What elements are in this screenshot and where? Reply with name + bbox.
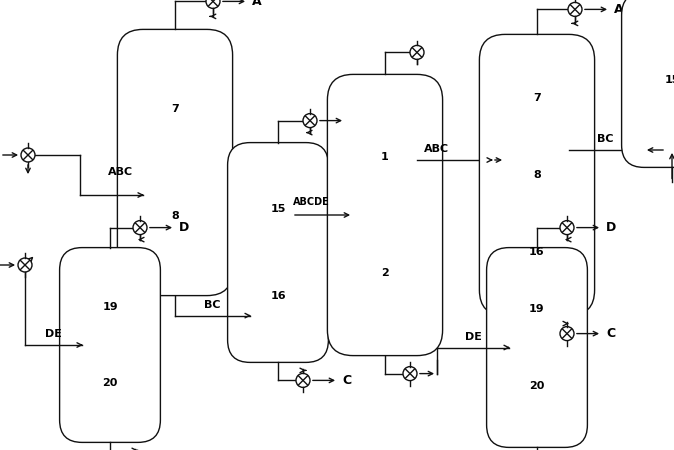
Text: 8: 8 [533, 170, 541, 180]
Text: 1: 1 [381, 153, 389, 162]
Text: DE: DE [464, 332, 481, 342]
Text: B: B [349, 114, 359, 127]
FancyBboxPatch shape [117, 29, 233, 296]
Text: 7: 7 [171, 104, 179, 114]
Text: BC: BC [204, 300, 221, 310]
Circle shape [21, 148, 35, 162]
Circle shape [403, 367, 417, 381]
Text: 15: 15 [270, 204, 286, 214]
FancyBboxPatch shape [487, 248, 588, 447]
Text: 15: 15 [665, 75, 674, 85]
Circle shape [206, 0, 220, 9]
FancyBboxPatch shape [479, 34, 594, 315]
Circle shape [560, 220, 574, 234]
Text: ABCDE: ABCDE [293, 197, 330, 207]
Text: 16: 16 [270, 291, 286, 301]
Text: 19: 19 [529, 304, 545, 314]
Text: D: D [179, 221, 189, 234]
Circle shape [296, 374, 310, 387]
Circle shape [568, 2, 582, 16]
Text: DE: DE [45, 329, 62, 339]
Text: ABC: ABC [107, 167, 133, 177]
Circle shape [410, 45, 424, 59]
Circle shape [18, 258, 32, 272]
Text: D: D [606, 221, 616, 234]
Text: 20: 20 [529, 381, 545, 391]
FancyBboxPatch shape [328, 74, 443, 356]
Circle shape [303, 113, 317, 128]
Text: ABC: ABC [425, 144, 450, 154]
Text: BC: BC [596, 134, 613, 144]
Text: C: C [606, 327, 615, 340]
Circle shape [560, 327, 574, 341]
Text: 7: 7 [533, 93, 541, 104]
FancyBboxPatch shape [59, 248, 160, 442]
Text: A: A [252, 0, 262, 8]
Text: 2: 2 [381, 267, 389, 278]
FancyBboxPatch shape [621, 0, 674, 167]
Text: 20: 20 [102, 378, 118, 387]
Text: 8: 8 [171, 211, 179, 221]
FancyBboxPatch shape [228, 143, 328, 362]
Text: A: A [614, 3, 623, 16]
Text: 16: 16 [529, 247, 545, 256]
Circle shape [133, 220, 147, 234]
Text: C: C [342, 374, 351, 387]
Text: 19: 19 [102, 302, 118, 312]
